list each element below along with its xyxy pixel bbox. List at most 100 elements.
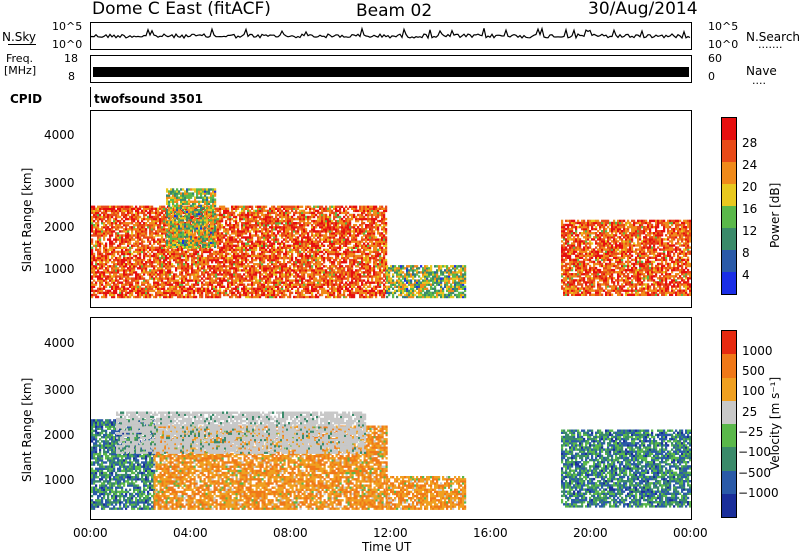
- heatmap-cell: [269, 279, 272, 282]
- heatmap-cell: [229, 215, 232, 219]
- heatmap-cell: [369, 234, 372, 237]
- heatmap-cell: [151, 211, 154, 215]
- heatmap-cell: [361, 207, 364, 210]
- heatmap-cell: [223, 258, 226, 262]
- heatmap-cell: [165, 258, 168, 262]
- heatmap-cell: [319, 287, 322, 290]
- heatmap-cell: [163, 289, 166, 293]
- heatmap-cell: [291, 263, 294, 266]
- heatmap-cell: [353, 246, 356, 249]
- heatmap-cell: [271, 244, 274, 247]
- heatmap-cell: [169, 291, 172, 295]
- heatmap-cell: [97, 252, 100, 256]
- heatmap-cell: [99, 228, 102, 231]
- heatmap-cell: [197, 289, 200, 293]
- heatmap-cell: [285, 287, 288, 290]
- heatmap-cell: [201, 291, 204, 295]
- heatmap-cell: [351, 283, 354, 286]
- heatmap-cell: [137, 283, 140, 286]
- heatmap-cell: [187, 279, 190, 282]
- heatmap-cell: [349, 293, 352, 297]
- heatmap-cell: [353, 256, 356, 260]
- heatmap-cell: [133, 269, 136, 272]
- heatmap-cell: [207, 273, 210, 276]
- heatmap-cell: [167, 279, 170, 282]
- heatmap-cell: [203, 258, 206, 262]
- heatmap-cell: [305, 244, 308, 247]
- heatmap-cell: [225, 244, 228, 247]
- heatmap-cell: [201, 277, 204, 280]
- heatmap-cell: [359, 207, 362, 210]
- heatmap-cell: [227, 281, 230, 284]
- heatmap-cell: [283, 226, 286, 229]
- heatmap-cell: [317, 234, 320, 237]
- heatmap-cell: [373, 261, 376, 264]
- heatmap-cell: [165, 291, 168, 295]
- heatmap-cell: [313, 285, 316, 288]
- heatmap-cell: [107, 217, 110, 221]
- heatmap-cell: [259, 222, 262, 225]
- nave-tick-top: 60: [708, 52, 722, 65]
- heatmap-cell: [297, 207, 300, 210]
- heatmap-cell: [361, 289, 364, 293]
- heatmap-cell: [149, 240, 152, 243]
- heatmap-cell: [221, 234, 224, 237]
- heatmap-cell: [319, 271, 322, 274]
- heatmap-cell: [267, 254, 270, 258]
- heatmap-cell: [167, 250, 170, 254]
- heatmap-cell: [185, 265, 188, 268]
- heatmap-cell: [95, 295, 98, 299]
- heatmap-cell: [93, 279, 96, 282]
- heatmap-cell: [93, 211, 96, 215]
- heatmap-cell: [195, 289, 198, 293]
- date-label: 30/Aug/2014: [588, 0, 698, 19]
- heatmap-cell: [343, 209, 346, 213]
- heatmap-cell: [143, 269, 146, 272]
- heatmap-cell: [235, 254, 238, 258]
- heatmap-cell: [313, 234, 316, 237]
- heatmap-cell: [157, 289, 160, 293]
- heatmap-cell: [259, 248, 262, 252]
- heatmap-cell: [289, 246, 292, 249]
- heatmap-cell: [227, 224, 230, 227]
- heatmap-cell: [355, 265, 358, 268]
- heatmap-cell: [343, 242, 346, 245]
- heatmap-cell: [363, 207, 366, 210]
- heatmap-cell: [319, 265, 322, 268]
- heatmap-cell: [367, 263, 370, 266]
- heatmap-cell: [359, 230, 362, 233]
- heatmap-cell: [121, 287, 124, 290]
- heatmap-cell: [107, 207, 110, 210]
- heatmap-cell: [229, 285, 232, 288]
- heatmap-cell: [337, 242, 340, 245]
- heatmap-cell: [187, 283, 190, 286]
- heatmap-cell: [251, 254, 254, 258]
- heatmap-cell: [253, 275, 256, 278]
- heatmap-cell: [151, 207, 154, 210]
- heatmap-cell: [315, 240, 318, 243]
- heatmap-cell: [213, 275, 216, 278]
- heatmap-cell: [117, 287, 120, 290]
- heatmap-cell: [155, 285, 158, 288]
- freq-tick-bottom: 8: [68, 70, 75, 83]
- heatmap-cell: [223, 291, 226, 295]
- heatmap-cell: [353, 230, 356, 233]
- heatmap-cell: [95, 293, 98, 297]
- heatmap-cell: [255, 211, 258, 215]
- heatmap-cell: [253, 242, 256, 245]
- heatmap-cell: [269, 217, 272, 221]
- heatmap-cell: [253, 263, 256, 266]
- heatmap-cell: [247, 213, 250, 217]
- heatmap-cell: [339, 230, 342, 233]
- heatmap-cell: [365, 287, 368, 290]
- heatmap-cell: [97, 254, 100, 258]
- heatmap-cell: [335, 248, 338, 252]
- heatmap-cell: [233, 228, 236, 231]
- heatmap-cell: [369, 232, 372, 235]
- heatmap-cell: [283, 246, 286, 249]
- heatmap-cell: [299, 269, 302, 272]
- heatmap-cell: [247, 207, 250, 210]
- heatmap-cell: [125, 258, 128, 262]
- heatmap-cell: [301, 238, 304, 241]
- heatmap-cell: [321, 228, 324, 231]
